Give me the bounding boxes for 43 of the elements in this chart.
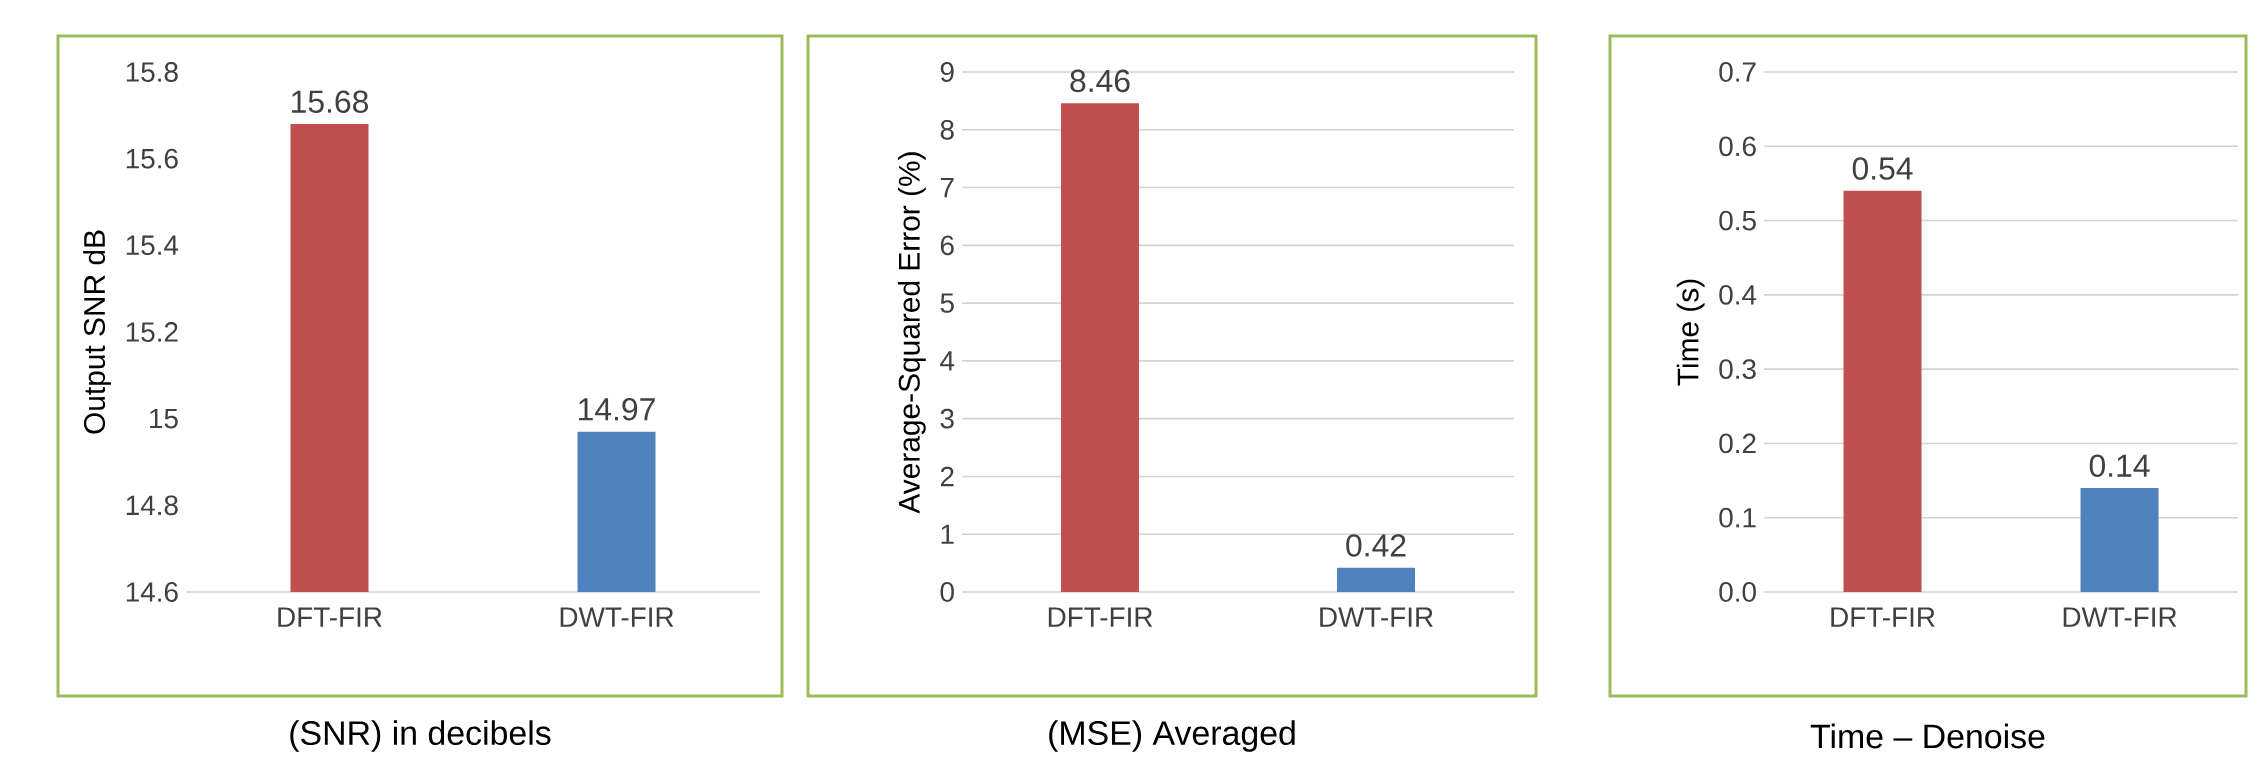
y-tick-label: 15.8 (126, 62, 178, 82)
text: (SNR) in decibels (290, 720, 551, 752)
data-label: 0.42 (1346, 534, 1406, 557)
x-tick-label: DWT-FIR (1320, 607, 1433, 627)
y-tick-label: 0 (940, 582, 954, 602)
y-axis-title: Output SNR dB (83, 230, 111, 434)
y-tick-label: 0.1 (1719, 507, 1756, 528)
y-axis-title: Average-Squared Error (%) (897, 152, 926, 514)
data-label: 15.68 (292, 90, 369, 113)
x-tick-label: DFT-FIR (1831, 607, 1935, 627)
y-tick-label: 15.6 (126, 148, 178, 169)
y-tick-label: 0.3 (1719, 359, 1756, 380)
y-tick-label: 0.4 (1719, 284, 1757, 305)
x-tick-label: DFT-FIR (1048, 607, 1153, 627)
x-tick-label: DWT-FIR (2063, 607, 2177, 627)
y-tick-label: 15.2 (126, 322, 178, 342)
y-tick-label: 8 (940, 119, 954, 140)
y-tick-label: 4 (940, 351, 955, 371)
y-tick-label: 9 (940, 62, 954, 82)
y-tick-label: 7 (940, 177, 954, 198)
y-tick-label: 0.0 (1719, 582, 1756, 602)
text: Time – Denoise (1810, 723, 2045, 749)
y-tick-label: 15 (150, 408, 178, 429)
y-tick-label: 5 (940, 293, 954, 313)
y-tick-label: 2 (940, 466, 954, 487)
y-tick-label: 3 (940, 408, 954, 429)
y-tick-label: 14.8 (126, 495, 178, 516)
y-tick-label: 1 (941, 524, 954, 544)
x-tick-label: DFT-FIR (278, 607, 382, 627)
y-tick-label: 0.2 (1719, 433, 1756, 454)
y-axis-title: Time (s) (1676, 279, 1705, 386)
data-label: 14.97 (579, 398, 655, 421)
x-tick-label: DWT-FIR (560, 607, 674, 627)
y-tick-label: 0.5 (1719, 210, 1756, 231)
y-tick-label: 0.6 (1719, 136, 1756, 157)
data-label: 0.14 (2089, 454, 2150, 477)
y-tick-label: 14.6 (126, 582, 178, 602)
y-tick-label: 0.7 (1719, 62, 1756, 82)
y-tick-label: 6 (940, 235, 954, 256)
text: (MSE) Averaged (1049, 720, 1295, 752)
data-label: 8.46 (1070, 69, 1130, 93)
data-label: 0.54 (1852, 157, 1913, 180)
y-tick-label: 15.4 (126, 235, 179, 256)
